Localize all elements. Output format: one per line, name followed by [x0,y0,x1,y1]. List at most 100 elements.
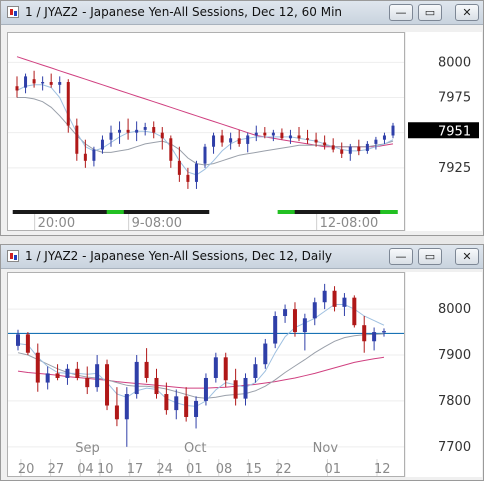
candle-down [75,368,80,378]
session-segment [183,210,193,214]
session-segment [354,210,364,214]
candle-down [184,396,189,417]
month-axis-label: Sep [75,441,100,456]
day-axis-label: 27 [48,462,65,476]
window-titlebar[interactable]: 1 / JYAZ2 - Japanese Yen-All Sessions, D… [1,1,483,25]
minimize-button[interactable]: — [389,4,413,21]
candle-down [83,153,87,161]
candle-down [297,135,301,139]
candle-down [314,139,318,143]
candle-up [246,135,250,144]
session-segment [311,210,321,214]
candle-up [288,135,292,139]
price-tick-label: 7975 [438,90,471,105]
candle-down [32,79,36,84]
session-segment [260,210,270,214]
time-axis-label: 9-08:00 [132,216,182,230]
session-segment [140,210,150,214]
candle-down [352,297,357,326]
candle-up [382,135,386,140]
candle-up [135,129,139,133]
candle-down [152,127,156,133]
candle-up [212,135,216,147]
candle-up [382,331,386,333]
minimize-button[interactable]: — [389,248,413,265]
candle-up [243,377,248,399]
moving-average-long [17,356,385,389]
candle-up [348,146,352,154]
session-segment [388,210,398,214]
candle-up [372,332,377,342]
candle-up [283,309,288,317]
price-axis-labels: 8000 7975 7925 7951 [408,55,479,176]
day-axis-label: 01 [186,462,203,476]
candlestick-chart-60min: 20:00 9-08:00 12-08:00 [8,56,404,230]
day-axis-label: 10 [97,462,114,476]
close-button[interactable]: ✕ [455,248,479,265]
candlestick-chart-daily: Sep Oct Nov 20 27 04 10 17 24 01 08 15 22 01 12 [8,283,404,476]
candle-up [203,377,208,401]
moving-average-long [16,56,394,148]
session-segment [371,210,381,214]
price-tick-label: 7925 [438,161,471,176]
candle-down [237,138,241,144]
close-button[interactable]: ✕ [455,4,479,21]
restore-button[interactable]: ▭ [418,248,442,265]
candle-down [223,357,228,381]
candle-down [233,380,238,399]
session-segment [55,210,65,214]
candle-down [169,138,173,161]
price-tick-label: 7700 [438,440,471,455]
candle-up [24,76,28,88]
price-plot-area[interactable]: Sep Oct Nov 20 27 04 10 17 24 01 08 15 22 01 12 [7,272,405,477]
session-segment [149,210,159,214]
candle-up [194,400,199,417]
price-axis[interactable]: 8000 7975 7925 7951 [406,32,482,231]
candle-up [134,361,139,395]
candle-down [357,146,361,151]
session-segment [286,210,296,214]
price-tick-label: 7800 [438,394,471,409]
price-tick-label: 8000 [438,302,471,317]
candle-down [114,405,119,420]
restore-button[interactable]: ▭ [418,4,442,21]
price-axis[interactable]: 8000 7900 7800 7700 [406,272,482,477]
candle-up [263,343,268,365]
session-segment [192,210,202,214]
candle-down [49,82,53,85]
chart-window-60min: 1 / JYAZ2 - Japanese Yen-All Sessions, D… [0,0,484,236]
candle-down [177,160,181,175]
day-axis-label: 08 [216,462,233,476]
candle-up [391,125,395,136]
candle-up [41,82,45,84]
candle-up [322,290,327,303]
candle-down [164,394,169,411]
candle-up [124,394,129,420]
session-segment [64,210,74,214]
session-segment [200,210,210,214]
day-axis-label: 22 [275,462,292,476]
current-price-label: 7951 [438,124,471,139]
candle-down [66,82,70,126]
price-plot-area[interactable]: 20:00 9-08:00 12-08:00 [7,32,405,231]
window-title: 1 / JYAZ2 - Japanese Yen-All Sessions, D… [25,249,333,263]
chart-window-daily: 1 / JYAZ2 - Japanese Yen-All Sessions, D… [0,244,484,481]
moving-average-short [16,84,394,176]
session-segment [277,210,287,214]
session-segment [217,210,227,214]
candle-down [25,334,30,353]
candle-down [306,138,310,140]
window-titlebar[interactable]: 1 / JYAZ2 - Japanese Yen-All Sessions, D… [1,245,483,269]
session-segment [337,210,347,214]
candle-down [144,361,149,378]
chart-app-icon [7,250,19,262]
session-segment [38,210,48,214]
candle-up [194,163,198,182]
session-segment [269,210,279,214]
candle-up [118,129,122,133]
session-segment [380,210,390,214]
candle-down [55,373,60,378]
session-segment [346,210,356,214]
session-segment [328,210,338,214]
candle-up [174,396,179,411]
